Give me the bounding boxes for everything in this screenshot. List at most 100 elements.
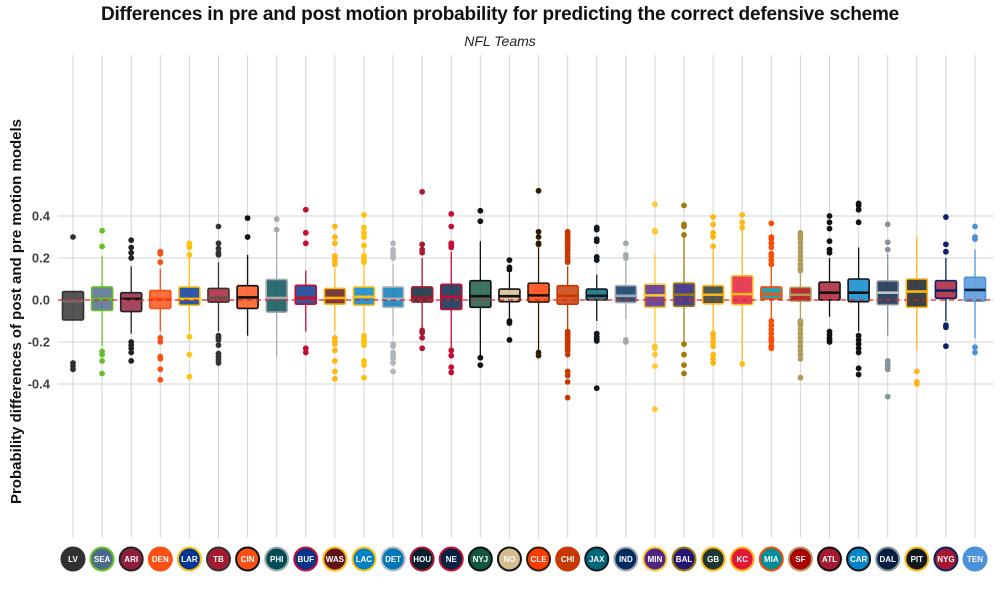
outlier-point bbox=[331, 358, 338, 364]
outlier-point bbox=[390, 368, 396, 375]
outlier-point bbox=[681, 362, 687, 368]
outlier-point bbox=[797, 351, 804, 358]
team-abbreviation: LAC bbox=[356, 555, 373, 564]
team-abbreviation: DAL bbox=[879, 555, 896, 564]
outlier-point bbox=[855, 371, 862, 378]
y-tick-label: 0.0 bbox=[32, 293, 50, 308]
team-abbreviation: CIN bbox=[241, 555, 255, 564]
team-logo-badge bbox=[526, 546, 552, 572]
outlier-point bbox=[681, 351, 687, 358]
outlier-point bbox=[331, 223, 338, 230]
team-logo-badge bbox=[758, 546, 784, 572]
outlier-point bbox=[70, 234, 76, 240]
outlier-point bbox=[448, 347, 455, 354]
team-logo-mia: MIA bbox=[758, 546, 784, 572]
team-logo-det: DET bbox=[380, 546, 406, 572]
team-abbreviation: BUF bbox=[298, 555, 315, 564]
outlier-point bbox=[652, 345, 658, 352]
team-logo-badge bbox=[118, 546, 144, 572]
outlier-point bbox=[128, 255, 135, 261]
outlier-point bbox=[972, 349, 978, 356]
team-logo-badge bbox=[147, 546, 173, 572]
team-logo-badge bbox=[60, 546, 86, 572]
team-logo-badge bbox=[409, 546, 435, 572]
outlier-point bbox=[535, 234, 542, 240]
boxplot-dal bbox=[876, 221, 900, 400]
team-logo-sea: SEA bbox=[89, 546, 115, 572]
team-abbreviation: KC bbox=[736, 555, 748, 564]
outlier-point bbox=[535, 228, 542, 235]
outlier-point bbox=[622, 240, 629, 247]
outlier-point bbox=[390, 355, 396, 362]
outlier-point bbox=[826, 238, 833, 245]
team-logo-sf: SF bbox=[787, 546, 813, 572]
iqr-box bbox=[61, 290, 85, 321]
boxplot-car bbox=[847, 200, 870, 378]
outlier-point bbox=[797, 355, 804, 362]
outlier-point bbox=[128, 349, 135, 356]
outlier-point bbox=[331, 347, 338, 354]
outlier-point bbox=[768, 257, 775, 263]
outlier-point bbox=[128, 358, 135, 364]
team-logo-jax: JAX bbox=[584, 546, 610, 572]
boxplot-chi bbox=[556, 228, 579, 401]
boxplot-det bbox=[381, 240, 405, 375]
outlier-point bbox=[331, 368, 338, 375]
outlier-point bbox=[215, 342, 222, 349]
outlier-point bbox=[215, 245, 222, 252]
team-abbreviation: LV bbox=[68, 555, 78, 564]
outlier-point bbox=[768, 253, 775, 259]
team-logo-chi: CHI bbox=[555, 546, 581, 572]
outlier-point bbox=[157, 376, 164, 383]
team-logo-badge bbox=[176, 546, 202, 572]
team-logo-was: WAS bbox=[322, 546, 348, 572]
iqr-box bbox=[730, 275, 754, 306]
y-tick-label: -0.4 bbox=[28, 377, 51, 392]
outlier-point bbox=[506, 320, 513, 326]
outlier-point bbox=[70, 366, 76, 373]
team-logo-nyj: NYJ bbox=[467, 546, 493, 572]
team-abbreviation: SEA bbox=[94, 555, 111, 564]
outlier-point bbox=[710, 339, 717, 345]
outlier-point bbox=[768, 322, 775, 329]
team-abbreviation: HOU bbox=[413, 555, 431, 564]
outlier-point bbox=[797, 334, 804, 341]
outlier-point bbox=[943, 248, 949, 255]
outlier-point bbox=[622, 339, 629, 345]
outlier-point bbox=[593, 238, 600, 245]
outlier-point bbox=[855, 206, 862, 213]
outlier-point bbox=[768, 244, 775, 251]
team-logo-kc: KC bbox=[729, 546, 755, 572]
team-logo-badge bbox=[205, 546, 231, 572]
boxplot-sea bbox=[90, 227, 114, 377]
outlier-point bbox=[535, 187, 542, 194]
outlier-point bbox=[273, 226, 280, 233]
iqr-box bbox=[527, 282, 550, 303]
outlier-point bbox=[943, 241, 949, 248]
outlier-point bbox=[593, 226, 600, 233]
team-logo-hou: HOU bbox=[409, 546, 435, 572]
chart-subtitle: NFL Teams bbox=[464, 33, 536, 49]
outlier-point bbox=[768, 220, 775, 227]
team-abbreviation: LAR bbox=[181, 555, 198, 564]
outlier-point bbox=[302, 240, 309, 247]
iqr-box bbox=[905, 278, 929, 309]
team-logo-badge bbox=[962, 546, 988, 572]
outlier-point bbox=[448, 369, 455, 376]
outlier-point bbox=[768, 330, 775, 337]
team-logo-badge bbox=[933, 546, 959, 572]
team-abbreviation: BAL bbox=[676, 555, 693, 564]
outlier-point bbox=[390, 255, 396, 261]
team-abbreviation: NO bbox=[503, 555, 515, 564]
team-logo-lv: LV bbox=[60, 546, 86, 572]
outlier-point bbox=[128, 345, 135, 352]
outlier-point bbox=[506, 257, 513, 263]
team-logo-badge bbox=[787, 546, 813, 572]
team-abbreviation: SF bbox=[795, 555, 805, 564]
team-logo-badge bbox=[467, 546, 493, 572]
team-abbreviation: ATL bbox=[822, 555, 837, 564]
outlier-point bbox=[564, 379, 571, 385]
team-logo-badge bbox=[700, 546, 726, 572]
team-logo-badge bbox=[875, 546, 901, 572]
